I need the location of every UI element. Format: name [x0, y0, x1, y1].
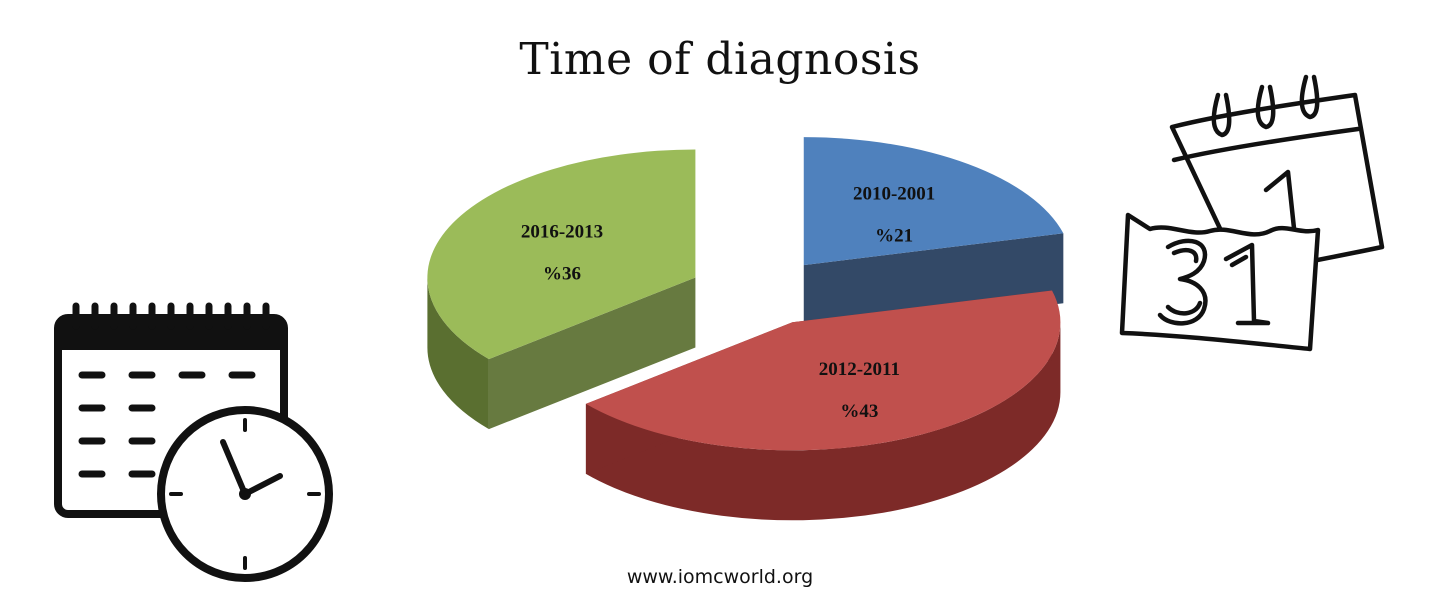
slice-value-label: %43 — [840, 401, 878, 422]
pie-slice-top — [585, 290, 1061, 451]
pie-slice-2016-2013 — [427, 149, 696, 430]
chart-title: Time of diagnosis — [519, 34, 921, 85]
slice-value-label: %36 — [543, 264, 581, 285]
pie-slice-side — [427, 277, 489, 430]
slice-category-label: 2016-2013 — [521, 222, 603, 243]
pie-slice-2012-2011 — [585, 290, 1061, 521]
slice-value-label: %21 — [875, 226, 913, 247]
slice-category-label: 2010-2001 — [853, 184, 935, 205]
slice-category-label: 2012-2011 — [819, 359, 900, 380]
pie-slice-wall — [488, 277, 696, 430]
tear-off-calendar-icon — [1119, 74, 1385, 352]
pie-slice-top — [427, 149, 696, 360]
pie-slice-side — [585, 322, 1061, 521]
calendar-clock-icon — [54, 302, 333, 582]
source-url: www.iomcworld.org — [626, 566, 814, 588]
pie-slice-top — [803, 137, 1064, 266]
